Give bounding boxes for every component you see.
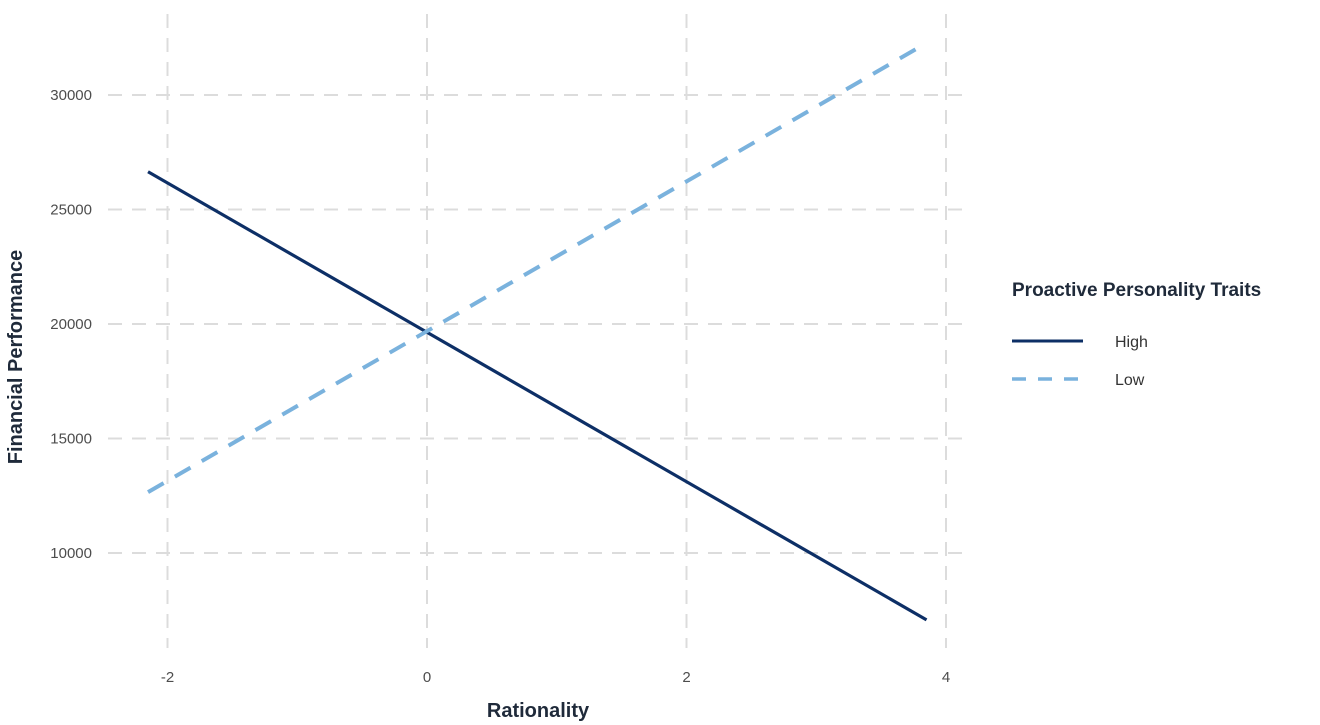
series-line-high [147, 170, 928, 622]
x-tick-label: 0 [423, 669, 431, 686]
series-line-low [147, 41, 928, 494]
legend-label-high: High [1115, 334, 1148, 351]
x-tick-label: -2 [161, 669, 174, 686]
y-tick-label: 10000 [50, 545, 92, 562]
x-tick-label: 2 [682, 669, 690, 686]
legend-label-low: Low [1115, 372, 1145, 389]
y-axis-title: Financial Performance [5, 250, 27, 465]
data-series [147, 41, 928, 622]
legend: Proactive Personality Traits High Low [1012, 280, 1261, 389]
y-tick-label: 30000 [50, 87, 92, 104]
y-tick-label: 25000 [50, 202, 92, 219]
grid-lines [108, 14, 966, 648]
y-tick-label: 20000 [50, 316, 92, 333]
y-axis-ticks: 10000 15000 20000 25000 30000 [50, 87, 92, 562]
x-axis-title: Rationality [487, 700, 590, 722]
x-axis-ticks: -2 0 2 4 [161, 669, 950, 686]
y-tick-label: 15000 [50, 431, 92, 448]
legend-title: Proactive Personality Traits [1012, 280, 1261, 301]
x-tick-label: 4 [942, 669, 950, 686]
